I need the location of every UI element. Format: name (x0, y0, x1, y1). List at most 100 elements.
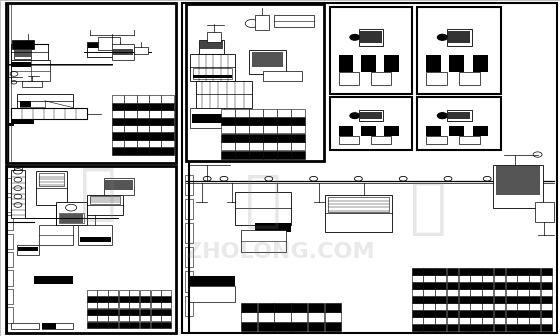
Bar (149, 125, 161, 132)
Bar (161, 296, 171, 302)
Bar (277, 142, 291, 150)
Bar (263, 71, 302, 81)
Bar (291, 134, 305, 142)
Bar (412, 310, 423, 317)
Bar (494, 268, 505, 275)
Bar (529, 317, 540, 324)
Bar (22, 81, 42, 87)
Bar (39, 173, 64, 186)
Bar (506, 289, 517, 296)
Bar (241, 303, 257, 312)
Bar (124, 132, 137, 140)
Bar (447, 275, 458, 282)
Bar (291, 109, 305, 117)
Bar (328, 197, 389, 212)
Bar (459, 310, 470, 317)
Bar (249, 151, 263, 159)
Bar (412, 296, 423, 303)
Bar (459, 324, 470, 331)
Bar (517, 275, 529, 282)
Bar (473, 55, 488, 72)
Bar (482, 296, 493, 303)
Bar (112, 103, 124, 110)
Bar (221, 109, 235, 117)
Bar (291, 117, 305, 125)
Bar (459, 275, 470, 282)
Bar (291, 322, 307, 331)
Bar (193, 75, 232, 78)
Bar (108, 296, 118, 302)
Bar (112, 44, 134, 60)
Bar (274, 303, 291, 312)
Bar (221, 134, 235, 142)
Bar (249, 109, 263, 117)
Bar (87, 290, 97, 296)
Bar (325, 195, 392, 232)
Bar (11, 44, 48, 60)
Bar (506, 296, 517, 303)
Bar (435, 310, 446, 317)
Bar (517, 310, 529, 317)
Text: 網: 網 (410, 179, 447, 238)
Bar (235, 125, 249, 133)
Bar (423, 324, 435, 331)
Bar (185, 223, 193, 243)
Bar (235, 151, 249, 159)
Bar (78, 225, 112, 245)
Bar (140, 302, 150, 308)
Bar (6, 3, 176, 163)
Bar (330, 97, 412, 150)
Bar (277, 117, 291, 125)
Bar (325, 303, 341, 312)
Bar (529, 310, 540, 317)
Bar (482, 310, 493, 317)
Bar (87, 322, 97, 328)
Bar (338, 55, 353, 72)
Bar (14, 49, 31, 59)
Bar (494, 282, 505, 289)
Bar (482, 268, 493, 275)
Bar (274, 322, 291, 331)
Bar (308, 303, 324, 312)
Bar (417, 7, 501, 94)
Bar (119, 296, 129, 302)
Bar (11, 62, 31, 67)
Bar (449, 55, 464, 72)
Bar (185, 247, 193, 267)
Bar (459, 303, 470, 310)
Bar (384, 55, 399, 72)
Bar (221, 151, 235, 159)
Bar (186, 4, 324, 161)
Bar (80, 237, 111, 242)
Bar (124, 147, 137, 155)
Bar (241, 322, 257, 331)
Bar (39, 225, 73, 245)
Bar (482, 303, 493, 310)
Bar (235, 109, 249, 117)
Bar (291, 142, 305, 150)
Bar (112, 140, 124, 147)
Bar (371, 136, 391, 144)
Bar (140, 309, 150, 315)
Bar (494, 296, 505, 303)
Bar (97, 302, 108, 308)
Bar (7, 270, 13, 286)
Bar (470, 310, 482, 317)
Bar (482, 282, 493, 289)
Bar (193, 68, 232, 79)
Bar (119, 290, 129, 296)
Bar (448, 31, 470, 43)
Bar (291, 303, 307, 312)
Bar (185, 199, 193, 219)
Bar (161, 132, 174, 140)
Circle shape (437, 113, 447, 119)
Bar (274, 15, 314, 27)
Bar (473, 126, 488, 136)
Bar (151, 315, 161, 321)
Bar (59, 213, 84, 223)
Bar (161, 315, 171, 321)
Bar (140, 315, 150, 321)
Bar (506, 310, 517, 317)
Bar (235, 134, 249, 142)
Bar (459, 268, 470, 275)
